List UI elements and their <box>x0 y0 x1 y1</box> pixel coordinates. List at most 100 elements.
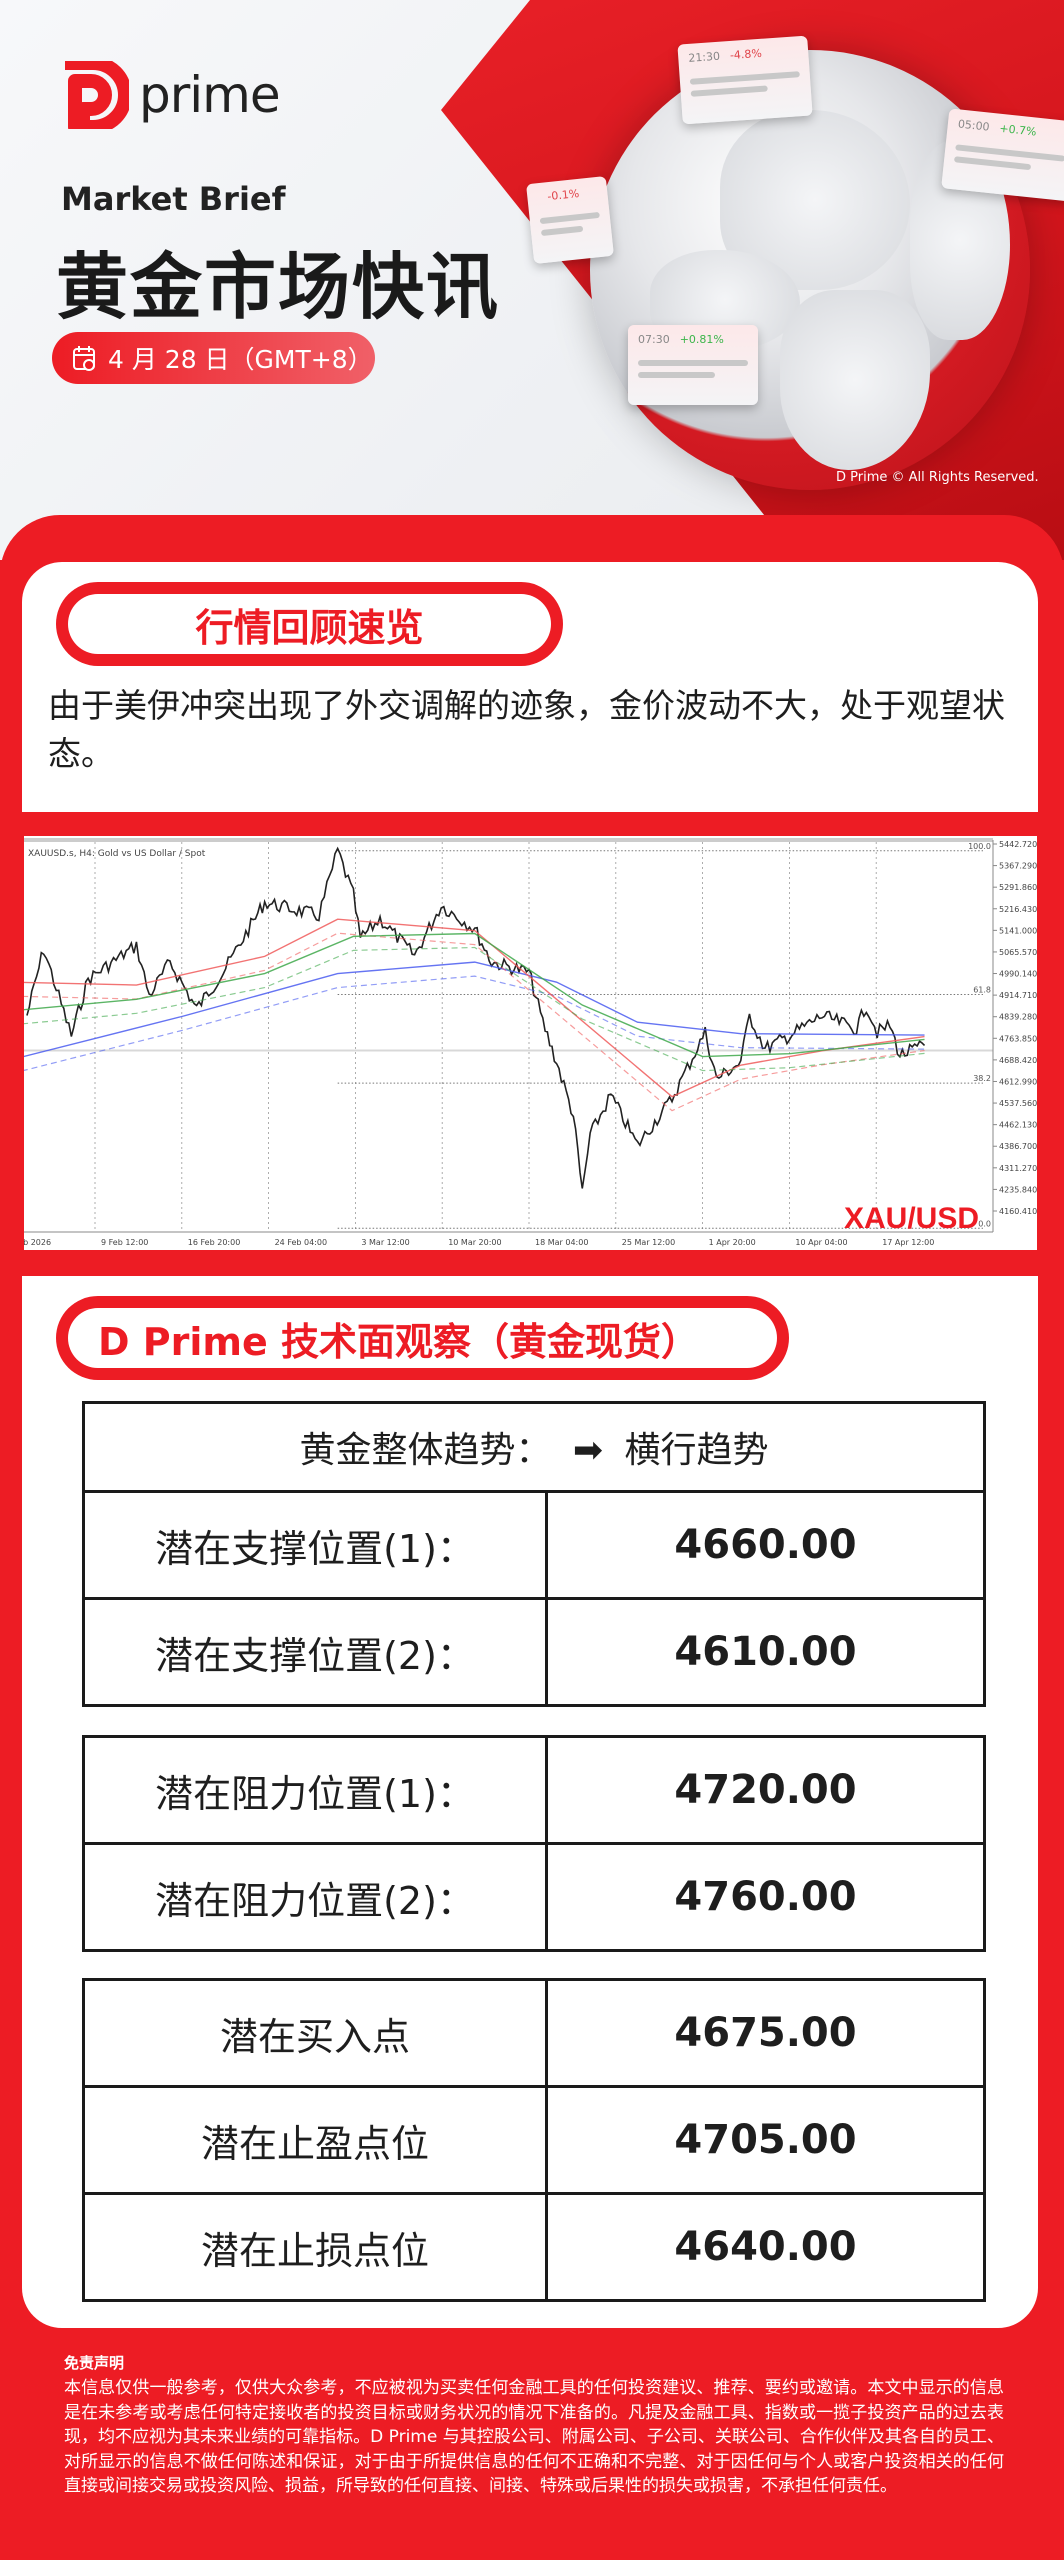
y-tick-label: 5367.290 <box>999 862 1037 871</box>
card-time: 21:30 <box>687 49 721 65</box>
arrow-right-icon: ➡ <box>572 1430 604 1471</box>
fib-level-label: 0.0 <box>978 1219 991 1228</box>
moving-average-band <box>24 975 925 1072</box>
resistance-1-value: 4720.00 <box>545 1735 986 1845</box>
x-tick-label: 10 Mar 20:00 <box>448 1238 501 1247</box>
fib-level-label: 61.8 <box>973 985 991 994</box>
table-row: 潜在买入点 4675.00 <box>82 1978 986 2088</box>
card-time: 05:00 <box>957 117 991 134</box>
technical-heading-pill: D Prime 技术面观察（黄金现货） <box>56 1296 789 1380</box>
table-row: 潜在止损点位 4640.00 <box>82 2192 986 2302</box>
support-table: 黄金整体趋势： ➡ 横行趋势 潜在支撑位置(1)： 4660.00 潜在支撑位置(… <box>82 1401 986 1707</box>
technical-heading: D Prime 技术面观察（黄金现货） <box>68 1308 777 1368</box>
y-tick-label: 4990.140 <box>999 970 1037 979</box>
x-tick-label: 9 Feb 12:00 <box>101 1238 148 1247</box>
disclaimer-title: 免责声明 <box>64 2354 125 2372</box>
stop-loss-value: 4640.00 <box>545 2192 986 2302</box>
card-time <box>537 191 538 204</box>
date-text: 4 月 28 日（GMT+8） <box>108 345 373 374</box>
support-2-value: 4610.00 <box>545 1597 986 1707</box>
y-tick-label: 4914.710 <box>999 991 1037 1000</box>
card-change: +0.7% <box>998 121 1038 139</box>
y-tick-label: 4612.990 <box>999 1077 1037 1086</box>
y-tick-label: 4462.130 <box>999 1121 1037 1130</box>
logo-text: prime <box>139 66 281 124</box>
moving-average-band <box>24 946 925 1072</box>
moving-average-line <box>24 961 925 1058</box>
page-title: 黄金市场快讯 <box>56 245 501 329</box>
stop-loss-label: 潜在止损点位 <box>82 2192 548 2302</box>
chart-top-bar <box>24 838 993 842</box>
trade-plan-table: 潜在买入点 4675.00 潜在止盈点位 4705.00 潜在止损点位 4640.00 <box>82 1978 986 2302</box>
globe-card-italy: 05:00 +0.7% <box>941 108 1064 202</box>
copyright-text: D Prime © All Rights Reserved. <box>836 470 1039 485</box>
x-tick-label: 1 Apr 20:00 <box>709 1238 756 1247</box>
y-tick-label: 5141.000 <box>999 926 1037 935</box>
trend-cell: 黄金整体趋势： ➡ 横行趋势 <box>82 1401 986 1493</box>
review-heading-pill: 行情回顾速览 <box>56 582 563 666</box>
table-row: 潜在止盈点位 4705.00 <box>82 2085 986 2195</box>
x-tick-label: 25 Mar 12:00 <box>622 1238 675 1247</box>
globe-card-us: -0.1% <box>526 176 614 264</box>
moving-average-line <box>24 918 925 1098</box>
x-tick-label: Feb 2026 <box>24 1238 51 1247</box>
y-tick-label: 4311.270 <box>999 1164 1037 1173</box>
review-heading: 行情回顾速览 <box>68 594 551 654</box>
x-tick-label: 3 Mar 12:00 <box>361 1238 409 1247</box>
trend-label: 黄金整体趋势： <box>299 1430 552 1471</box>
resistance-2-label: 潜在阻力位置(2)： <box>82 1842 548 1952</box>
trend-row: 黄金整体趋势： ➡ 横行趋势 <box>82 1401 986 1493</box>
resistance-2-value: 4760.00 <box>545 1842 986 1952</box>
price-chart: 100.0 61.8 38.2 0.0 5442.720 5367.290 5291.86… <box>24 836 1037 1250</box>
date-badge: 4 月 28 日（GMT+8） <box>52 332 375 384</box>
x-tick-label: 17 Apr 12:00 <box>882 1238 934 1247</box>
chart-watermark: XAU/USD <box>844 1202 979 1235</box>
table-row: 潜在支撑位置(1)： 4660.00 <box>82 1490 986 1600</box>
y-tick-label: 4235.840 <box>999 1185 1037 1194</box>
take-profit-label: 潜在止盈点位 <box>82 2085 548 2195</box>
y-tick-label: 5291.860 <box>999 883 1037 892</box>
hero-banner: 21:30 -4.8% 05:00 +0.7% -0.1% 07:30 +0.81% … <box>0 0 1064 560</box>
fib-level-label: 38.2 <box>973 1074 991 1083</box>
moving-average-band <box>24 932 925 1112</box>
x-tick-label: 18 Mar 04:00 <box>535 1238 588 1247</box>
review-text: 由于美伊冲突出现了外交调解的迹象，金价波动不大，处于观望状态。 <box>48 686 1005 773</box>
support-1-value: 4660.00 <box>545 1490 986 1600</box>
resistance-table: 潜在阻力位置(1)： 4720.00 潜在阻力位置(2)： 4760.00 <box>82 1735 986 1952</box>
chart-instrument-header: XAUUSD.s, H4: Gold vs US Dollar / Spot <box>28 849 206 859</box>
support-2-label: 潜在支撑位置(2)： <box>82 1597 548 1707</box>
support-1-label: 潜在支撑位置(1)： <box>82 1490 548 1600</box>
y-tick-label: 4160.410 <box>999 1207 1037 1216</box>
y-tick-label: 4386.700 <box>999 1142 1037 1151</box>
card-change: +0.81% <box>679 333 724 346</box>
card-time: 07:30 <box>638 333 670 346</box>
moving-average-line <box>24 932 925 1058</box>
entry-value: 4675.00 <box>545 1978 986 2088</box>
y-tick-label: 5442.720 <box>999 840 1037 849</box>
resistance-1-label: 潜在阻力位置(1)： <box>82 1735 548 1845</box>
globe-card-uk: 21:30 -4.8% <box>677 35 813 125</box>
fib-level-label: 100.0 <box>968 842 991 851</box>
table-row: 潜在阻力位置(2)： 4760.00 <box>82 1842 986 1952</box>
chart-svg: 100.0 61.8 38.2 0.0 5442.720 5367.290 5291.86… <box>24 838 1037 1247</box>
x-tick-label: 16 Feb 20:00 <box>188 1238 240 1247</box>
y-tick-label: 4763.850 <box>999 1034 1037 1043</box>
market-brief-label: Market Brief <box>61 180 286 218</box>
table-row: 潜在支撑位置(2)： 4610.00 <box>82 1597 986 1707</box>
dprime-logo: prime <box>61 61 281 129</box>
take-profit-value: 4705.00 <box>545 2085 986 2195</box>
y-tick-label: 4688.420 <box>999 1056 1037 1065</box>
x-tick-label: 24 Feb 04:00 <box>275 1238 327 1247</box>
calendar-icon <box>73 346 95 371</box>
y-tick-label: 5216.430 <box>999 905 1037 914</box>
globe-card-brazil: 07:30 +0.81% <box>628 325 758 405</box>
y-tick-label: 4839.280 <box>999 1013 1037 1022</box>
y-tick-label: 5065.570 <box>999 948 1037 957</box>
card-change: -0.1% <box>546 186 580 204</box>
x-tick-label: 10 Apr 04:00 <box>795 1238 847 1247</box>
d-logo-icon <box>65 61 129 129</box>
price-line <box>26 846 926 1189</box>
disclaimer-text: 本信息仅供一般参考，仅供大众参考，不应被视为买卖任何金融工具的任何投资建议、推荐… <box>64 2378 1004 2496</box>
table-row: 潜在阻力位置(1)： 4720.00 <box>82 1735 986 1845</box>
card-change: -4.8% <box>729 46 763 62</box>
